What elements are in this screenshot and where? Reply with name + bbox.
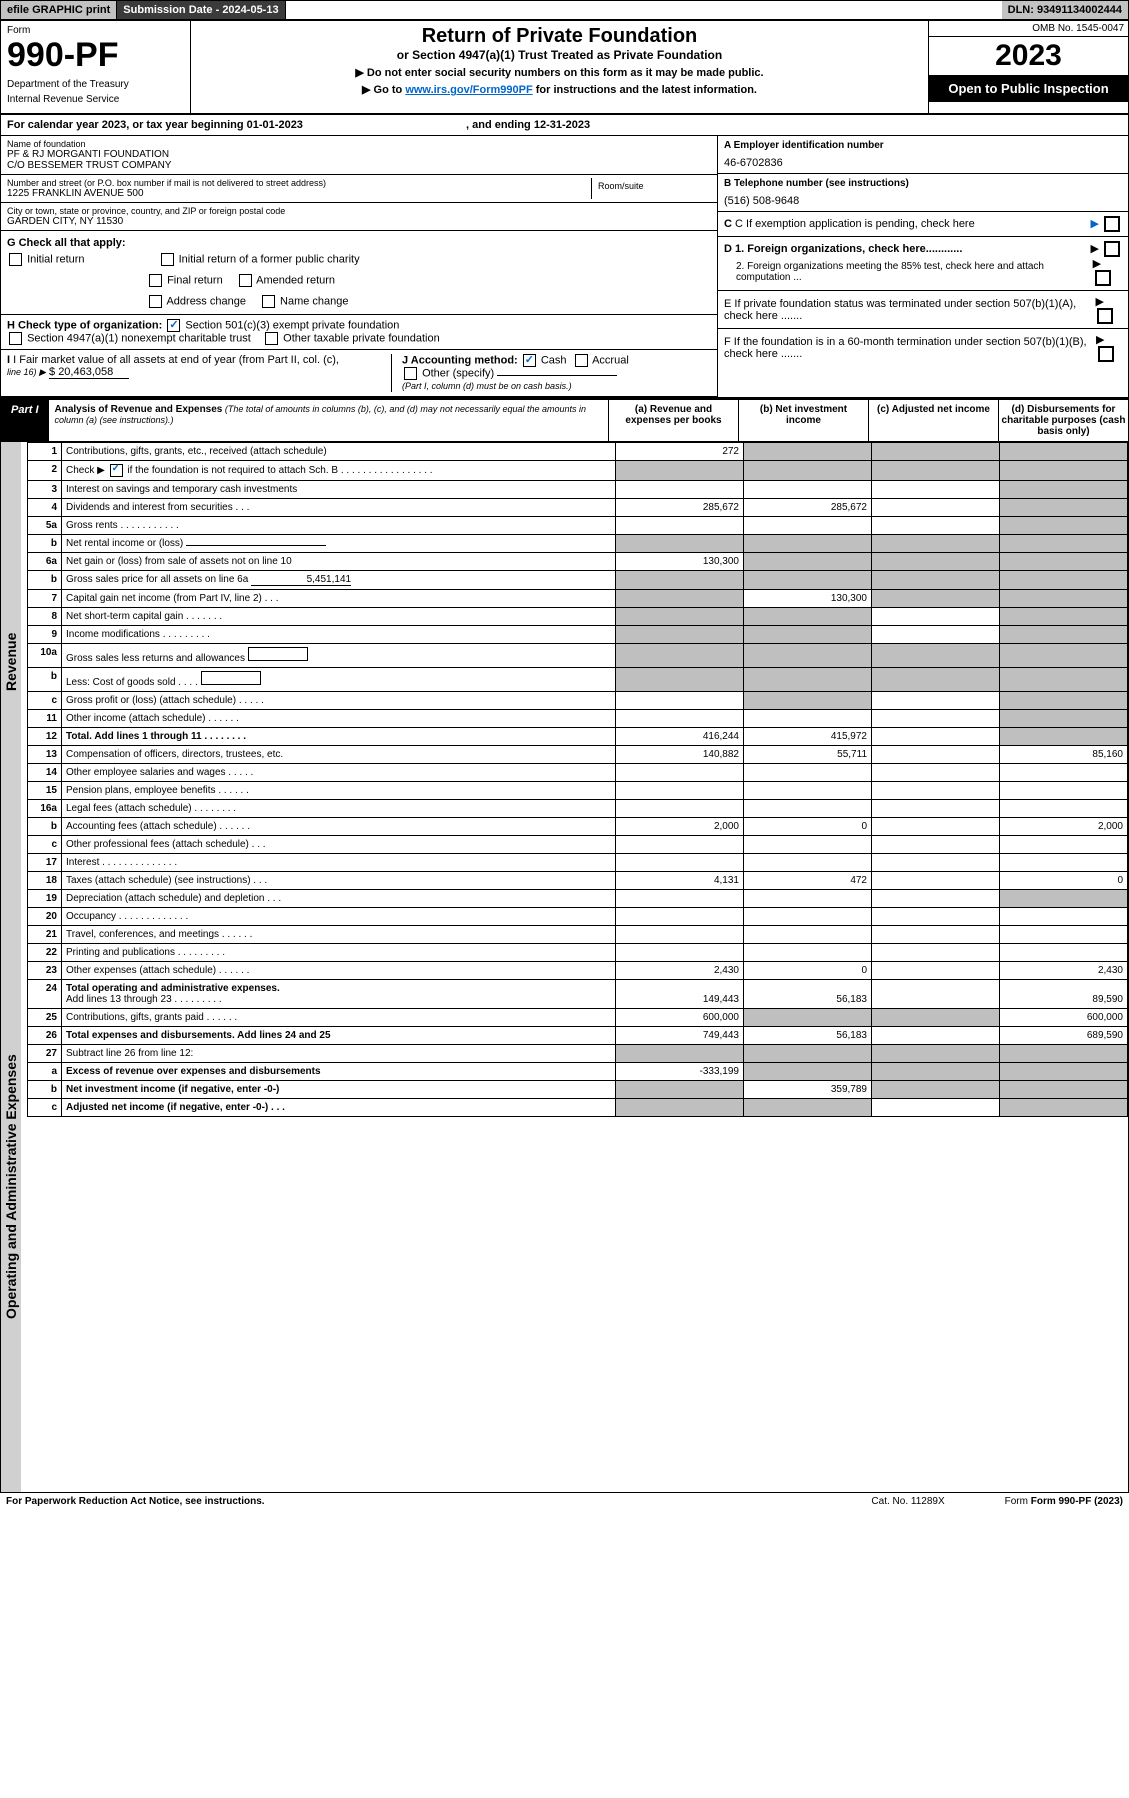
form-link[interactable]: www.irs.gov/Form990PF <box>405 84 532 96</box>
col-c-header: (c) Adjusted net income <box>868 400 998 441</box>
section-h: H Check type of organization: Section 50… <box>1 315 717 350</box>
city-value: GARDEN CITY, NY 11530 <box>7 216 711 227</box>
table-row: 1Contributions, gifts, grants, etc., rec… <box>28 443 1128 461</box>
omb-number: OMB No. 1545-0047 <box>929 21 1128 37</box>
form-note-1: ▶ Do not enter social security numbers o… <box>197 66 922 79</box>
foundation-name-1: PF & RJ MORGANTI FOUNDATION <box>7 149 711 160</box>
form-number: 990-PF <box>7 36 184 75</box>
ein-value: 46-6702836 <box>724 157 1122 169</box>
name-label: Name of foundation <box>7 139 711 149</box>
checkbox-former-charity[interactable] <box>161 253 174 266</box>
checkbox-4947a1[interactable] <box>9 332 22 345</box>
checkbox-other-method[interactable] <box>404 367 417 380</box>
checkbox-addr-change[interactable] <box>149 295 162 308</box>
efile-print-button[interactable]: efile GRAPHIC print <box>1 1 117 19</box>
section-ij: I I Fair market value of all assets at e… <box>1 350 717 397</box>
col-b-header: (b) Net investment income <box>738 400 868 441</box>
irs-label: Internal Revenue Service <box>7 94 184 105</box>
open-public: Open to Public Inspection <box>929 75 1128 102</box>
part1-table: 1Contributions, gifts, grants, etc., rec… <box>27 442 1128 1117</box>
phone-label: B Telephone number (see instructions) <box>724 178 1122 189</box>
form-subtitle: or Section 4947(a)(1) Trust Treated as P… <box>197 48 922 62</box>
d1-label: D 1. Foreign organizations, check here..… <box>724 243 962 255</box>
pending-label: C If exemption application is pending, c… <box>735 218 975 230</box>
fmv-value: $ 20,463,058 <box>49 366 129 379</box>
ein-label: A Employer identification number <box>724 140 1122 151</box>
d2-label: 2. Foreign organizations meeting the 85%… <box>736 261 1087 283</box>
checkbox-d1[interactable] <box>1104 241 1120 257</box>
dln: DLN: 93491134002444 <box>1002 1 1128 19</box>
foundation-name-2: C/O BESSEMER TRUST COMPANY <box>7 160 711 171</box>
part1-label: Part I <box>1 400 49 441</box>
calendar-year-line: For calendar year 2023, or tax year begi… <box>1 115 1128 136</box>
addr-label: Number and street (or P.O. box number if… <box>7 178 591 188</box>
checkbox-sch-b[interactable] <box>110 464 123 477</box>
checkbox-final-return[interactable] <box>149 274 162 287</box>
topbar: efile GRAPHIC print Submission Date - 20… <box>1 1 1128 21</box>
footer: For Paperwork Reduction Act Notice, see … <box>0 1493 1129 1510</box>
checkbox-c-pending[interactable] <box>1104 216 1120 232</box>
form-title: Return of Private Foundation <box>197 25 922 48</box>
section-g: G Check all that apply: Initial return I… <box>1 231 717 315</box>
checkbox-initial-return[interactable] <box>9 253 22 266</box>
addr-value: 1225 FRANKLIN AVENUE 500 <box>7 188 591 199</box>
tax-year: 2023 <box>929 37 1128 75</box>
dept-treasury: Department of the Treasury <box>7 79 184 90</box>
checkbox-other-taxable[interactable] <box>265 332 278 345</box>
f-label: F If the foundation is in a 60-month ter… <box>724 336 1090 360</box>
room-label: Room/suite <box>598 181 705 191</box>
form-label: Form <box>7 25 184 36</box>
revenue-side-label: Revenue Operating and Administrative Exp… <box>1 442 27 1492</box>
checkbox-name-change[interactable] <box>262 295 275 308</box>
form-header: Form 990-PF Department of the Treasury I… <box>1 21 1128 115</box>
checkbox-amended[interactable] <box>239 274 252 287</box>
checkbox-d2[interactable] <box>1095 270 1111 286</box>
checkbox-e[interactable] <box>1097 308 1113 324</box>
submission-date: Submission Date - 2024-05-13 <box>117 1 285 19</box>
col-d-header: (d) Disbursements for charitable purpose… <box>998 400 1128 441</box>
part1-desc: Analysis of Revenue and Expenses (The to… <box>49 400 608 441</box>
checkbox-501c3[interactable] <box>167 319 180 332</box>
checkbox-f[interactable] <box>1098 346 1114 362</box>
e-label: E If private foundation status was termi… <box>724 298 1089 322</box>
checkbox-accrual[interactable] <box>575 354 588 367</box>
phone-value: (516) 508-9648 <box>724 195 1122 207</box>
col-a-header: (a) Revenue and expenses per books <box>608 400 738 441</box>
checkbox-cash[interactable] <box>523 354 536 367</box>
form-note-2: ▶ Go to www.irs.gov/Form990PF for instru… <box>197 83 922 96</box>
city-label: City or town, state or province, country… <box>7 206 711 216</box>
